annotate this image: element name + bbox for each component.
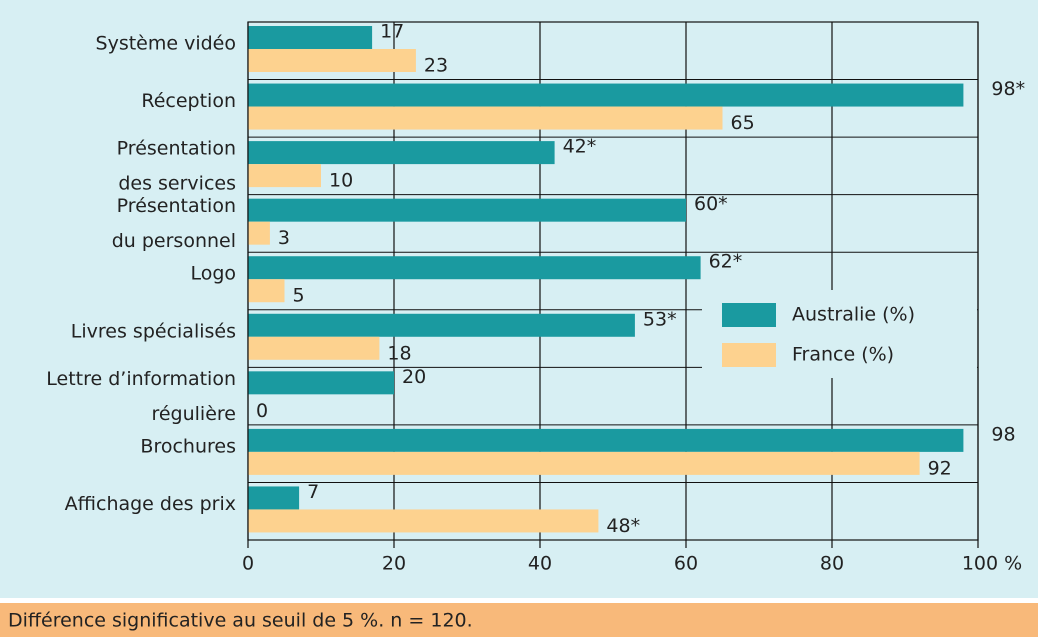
value-label: 0	[256, 400, 268, 422]
category-label: Présentation	[117, 195, 236, 217]
legend-swatch	[722, 303, 776, 327]
bar	[248, 428, 964, 452]
bar	[248, 221, 270, 245]
category-label: Logo	[190, 263, 236, 285]
bar	[248, 256, 701, 280]
value-label: 18	[387, 342, 411, 364]
category-label: du personnel	[112, 230, 236, 252]
bar	[248, 371, 394, 395]
value-label: 10	[329, 170, 353, 192]
bar	[248, 164, 321, 188]
category-label: régulière	[151, 403, 236, 425]
category-label: Lettre d’information	[46, 368, 236, 390]
x-tick-label: 80	[820, 553, 844, 575]
value-label: 98	[991, 423, 1015, 445]
value-label: 20	[402, 366, 426, 388]
footnote: Différence significative au seuil de 5 %…	[8, 610, 473, 632]
value-label: 3	[278, 227, 290, 249]
bar	[248, 141, 555, 165]
x-tick-label: 100 %	[962, 553, 1022, 575]
legend-label: France (%)	[792, 344, 894, 366]
category-label: Présentation	[117, 138, 236, 160]
value-label: 42*	[563, 136, 597, 158]
footer-band	[0, 603, 1038, 637]
category-label: des services	[118, 173, 236, 195]
x-tick-label: 0	[242, 553, 254, 575]
bar	[248, 279, 285, 303]
legend-label: Australie (%)	[792, 304, 915, 326]
x-tick-label: 40	[528, 553, 552, 575]
value-label: 48*	[606, 515, 640, 537]
value-label: 62*	[709, 251, 743, 273]
bar	[248, 49, 416, 72]
category-label: Système vidéo	[96, 33, 236, 55]
value-label: 7	[307, 481, 319, 503]
bar	[248, 313, 635, 337]
category-label: Affichage des prix	[65, 493, 236, 515]
value-label: 92	[928, 457, 952, 479]
x-tick-label: 20	[382, 553, 406, 575]
bar	[248, 336, 380, 360]
bar	[248, 451, 920, 475]
bar	[248, 509, 599, 533]
value-label: 17	[380, 21, 404, 43]
plot-frame	[247, 21, 979, 541]
value-label: 60*	[694, 193, 728, 215]
bar	[248, 26, 373, 49]
legend-swatch	[722, 343, 776, 367]
x-tick-label: 60	[674, 553, 698, 575]
value-label: 5	[293, 285, 305, 307]
value-label: 53*	[643, 308, 677, 330]
value-label: 65	[731, 112, 755, 134]
value-label: 98*	[991, 78, 1025, 100]
category-label: Livres spécialisés	[71, 320, 236, 342]
value-label: 23	[424, 55, 448, 77]
bar	[248, 83, 964, 107]
category-label: Réception	[141, 90, 236, 112]
bar	[248, 106, 723, 130]
bar	[248, 486, 300, 510]
bar	[248, 198, 686, 222]
category-label: Brochures	[140, 435, 236, 457]
